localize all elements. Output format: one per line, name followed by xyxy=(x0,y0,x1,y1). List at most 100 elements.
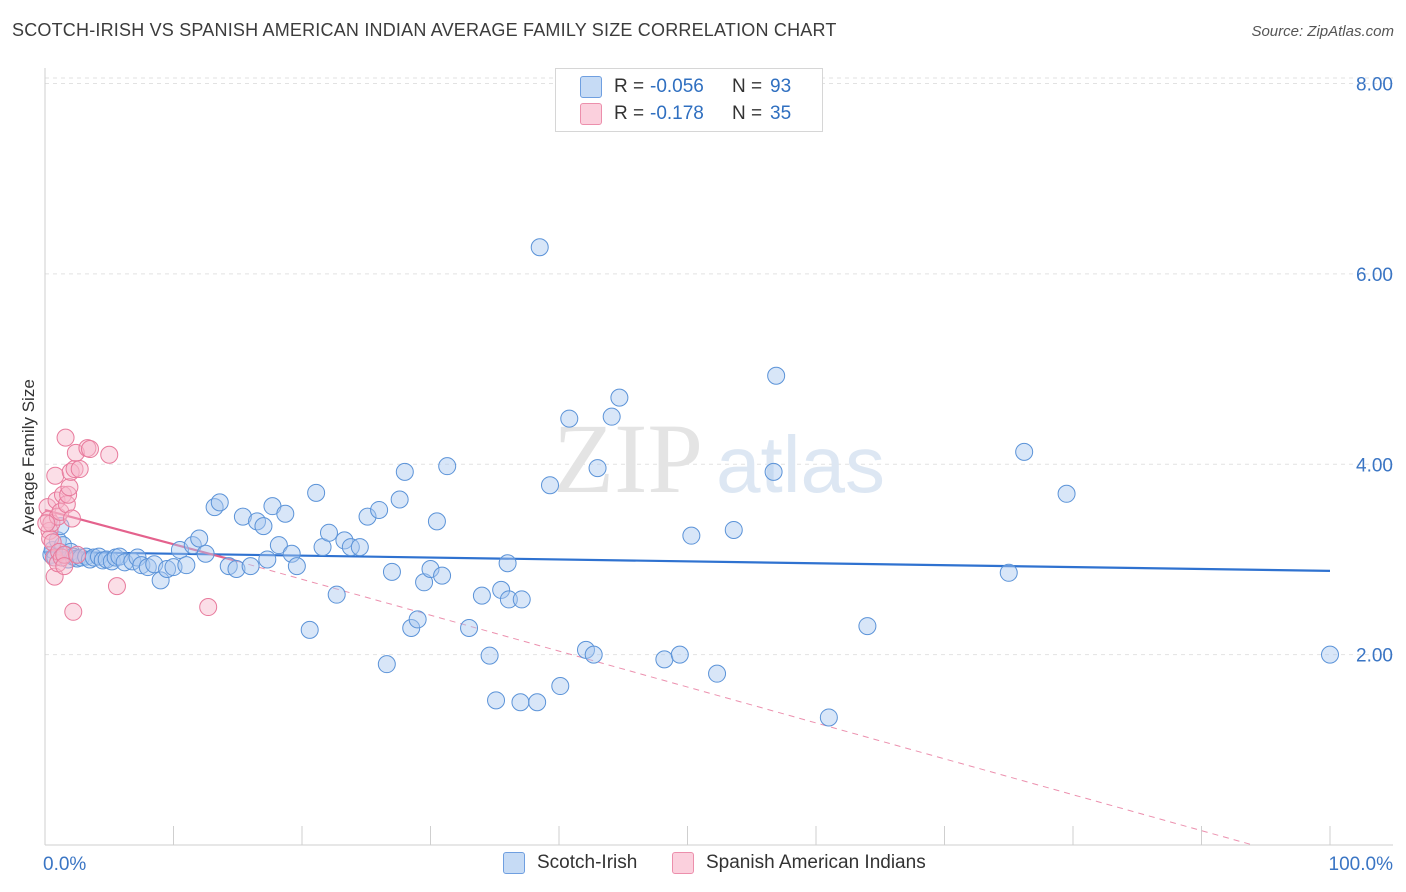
point-scotch-irish xyxy=(528,693,547,712)
r-label: R = xyxy=(614,103,645,124)
point-scotch-irish xyxy=(421,559,440,578)
point-scotch-irish xyxy=(512,590,531,609)
point-scotch-irish xyxy=(655,650,674,669)
point-scotch-irish xyxy=(724,520,743,539)
series-legend-scotch-irish: Scotch-Irish xyxy=(503,852,637,874)
point-scotch-irish xyxy=(196,544,215,563)
point-spanish-american-indians xyxy=(55,557,74,576)
point-scotch-irish xyxy=(254,517,273,536)
point-scotch-irish xyxy=(487,691,506,710)
point-scotch-irish xyxy=(819,708,838,727)
watermark-zip: ZIP xyxy=(553,403,703,514)
axes xyxy=(44,68,1393,846)
point-scotch-irish xyxy=(319,523,338,542)
point-scotch-irish xyxy=(327,585,346,604)
point-scotch-irish xyxy=(335,531,354,550)
n-value: 35 xyxy=(770,103,792,124)
point-scotch-irish xyxy=(408,610,427,629)
point-spanish-american-indians xyxy=(64,602,83,621)
chart-title: SCOTCH-IRISH VS SPANISH AMERICAN INDIAN … xyxy=(12,20,837,40)
point-scotch-irish xyxy=(498,554,517,573)
point-scotch-irish xyxy=(1321,645,1339,664)
y-tick-label: 8.00 xyxy=(1356,75,1393,96)
trend-lines xyxy=(44,508,1331,846)
r-value: -0.178 xyxy=(650,103,704,124)
point-scotch-irish xyxy=(670,645,689,664)
point-spanish-american-indians xyxy=(199,598,218,617)
point-scotch-irish xyxy=(132,556,151,575)
point-spanish-american-indians xyxy=(53,485,72,504)
point-scotch-irish xyxy=(190,529,209,548)
point-scotch-irish xyxy=(287,557,306,576)
data-points xyxy=(37,238,1339,727)
r-label: R = xyxy=(614,76,645,97)
point-scotch-irish xyxy=(158,559,177,578)
point-scotch-irish xyxy=(350,538,369,557)
point-spanish-american-indians xyxy=(51,502,70,521)
point-scotch-irish xyxy=(460,618,479,637)
source-label: Source: ZipAtlas.com xyxy=(1251,23,1394,40)
point-scotch-irish xyxy=(210,493,229,512)
point-spanish-american-indians xyxy=(59,485,78,504)
trend-line-pink xyxy=(44,508,239,563)
watermark-atlas: atlas xyxy=(716,420,885,509)
point-scotch-irish xyxy=(427,512,446,531)
n-label: N = xyxy=(732,103,763,124)
trend-line-pink-extended xyxy=(237,560,1254,846)
point-spanish-american-indians xyxy=(100,445,119,464)
point-scotch-irish xyxy=(1015,442,1034,461)
watermark: ZIP atlas xyxy=(553,403,885,514)
point-scotch-irish xyxy=(588,459,607,478)
point-spanish-american-indians xyxy=(62,509,81,528)
point-spanish-american-indians xyxy=(107,577,126,596)
point-spanish-american-indians xyxy=(48,507,67,526)
point-scotch-irish xyxy=(382,562,401,581)
legend-row-spanish-american-indians: R = -0.178 N = 35 xyxy=(580,101,791,127)
point-scotch-irish xyxy=(511,693,530,712)
point-scotch-irish xyxy=(377,655,396,674)
legend-row-scotch-irish: R = -0.056 N = 93 xyxy=(580,74,791,100)
point-spanish-american-indians xyxy=(80,440,99,459)
point-spanish-american-indians xyxy=(65,460,84,479)
point-scotch-irish xyxy=(276,504,295,523)
point-spanish-american-indians xyxy=(37,514,56,533)
point-spanish-american-indians xyxy=(57,495,76,514)
point-scotch-irish xyxy=(395,462,414,481)
point-scotch-irish xyxy=(183,536,202,555)
legend-swatch-pink xyxy=(580,103,602,125)
x-tick-label: 0.0% xyxy=(43,854,86,875)
point-scotch-irish xyxy=(241,557,260,576)
point-scotch-irish xyxy=(438,457,457,476)
point-scotch-irish xyxy=(177,556,196,575)
point-scotch-irish xyxy=(764,462,783,481)
trend-line-blue xyxy=(44,550,1331,572)
point-spanish-american-indians xyxy=(70,460,89,479)
point-scotch-irish xyxy=(269,536,288,555)
point-scotch-irish xyxy=(205,498,224,517)
point-spanish-american-indians xyxy=(68,545,87,564)
point-scotch-irish xyxy=(151,571,170,590)
point-scotch-irish xyxy=(682,526,701,545)
point-spanish-american-indians xyxy=(46,466,65,485)
point-spanish-american-indians xyxy=(60,478,79,497)
point-scotch-irish xyxy=(370,500,389,519)
correlation-legend: R = -0.056 N = 93 R = -0.178 N = 35 xyxy=(555,68,823,132)
point-spanish-american-indians xyxy=(56,428,75,447)
point-scotch-irish xyxy=(472,586,491,605)
point-scotch-irish xyxy=(390,490,409,509)
series-name: Spanish American Indians xyxy=(706,852,926,873)
n-value: 93 xyxy=(770,76,792,97)
legend-swatch-blue xyxy=(580,76,602,98)
r-value: -0.056 xyxy=(650,76,704,97)
series-name: Scotch-Irish xyxy=(537,852,638,873)
point-scotch-irish xyxy=(300,620,319,639)
point-scotch-irish xyxy=(307,483,326,502)
point-scotch-irish xyxy=(560,409,579,428)
n-label: N = xyxy=(732,76,763,97)
series-legend-spanish-american-indians: Spanish American Indians xyxy=(672,852,926,874)
y-tick-label: 2.00 xyxy=(1356,646,1393,667)
point-scotch-irish xyxy=(499,590,518,609)
point-scotch-irish xyxy=(541,476,560,495)
tick-labels: 2.00 4.00 6.00 8.00 0.0% 100.0% xyxy=(43,75,1393,875)
